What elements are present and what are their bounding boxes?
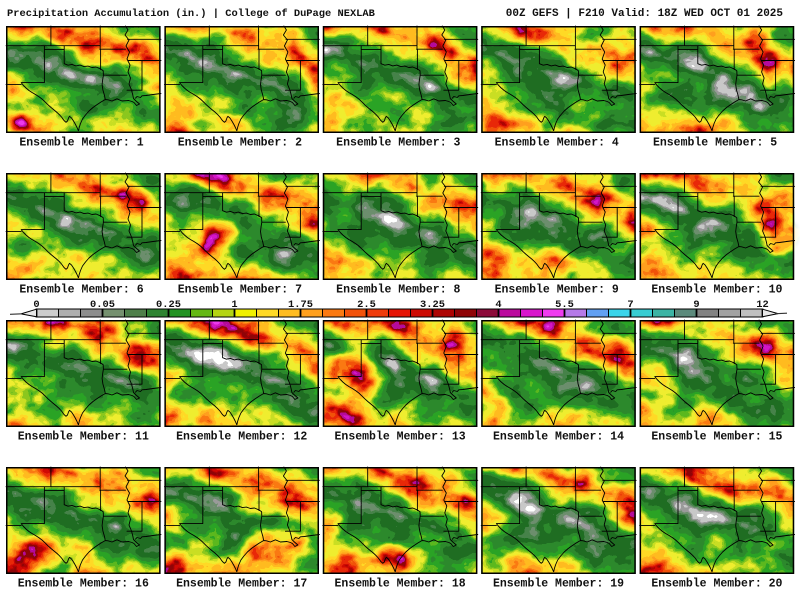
svg-text:9: 9 — [693, 299, 699, 311]
svg-text:Ensemble Member: 12: Ensemble Member: 12 — [176, 430, 307, 443]
svg-text:0.05: 0.05 — [90, 299, 115, 311]
svg-text:3.25: 3.25 — [420, 299, 445, 311]
svg-text:Ensemble Member: 9: Ensemble Member: 9 — [495, 283, 619, 296]
svg-text:00Z GEFS | F210 Valid: 18Z WED: 00Z GEFS | F210 Valid: 18Z WED OCT 01 20… — [506, 8, 784, 20]
svg-text:Ensemble Member: 4: Ensemble Member: 4 — [495, 136, 619, 149]
svg-text:4: 4 — [495, 299, 501, 311]
svg-text:7: 7 — [627, 299, 633, 311]
svg-text:Ensemble Member: 8: Ensemble Member: 8 — [336, 283, 460, 296]
svg-text:Ensemble Member: 1: Ensemble Member: 1 — [19, 136, 143, 149]
svg-text:Ensemble Member: 16: Ensemble Member: 16 — [18, 577, 149, 590]
svg-text:Ensemble Member: 14: Ensemble Member: 14 — [493, 430, 624, 443]
svg-text:Ensemble Member: 2: Ensemble Member: 2 — [178, 136, 302, 149]
svg-text:Ensemble Member: 20: Ensemble Member: 20 — [651, 577, 782, 590]
svg-text:12: 12 — [756, 299, 768, 311]
svg-text:Ensemble Member: 3: Ensemble Member: 3 — [336, 136, 460, 149]
svg-text:Ensemble Member: 17: Ensemble Member: 17 — [176, 577, 307, 590]
svg-text:2.5: 2.5 — [357, 299, 376, 311]
svg-text:1.75: 1.75 — [288, 299, 313, 311]
svg-text:Ensemble Member: 7: Ensemble Member: 7 — [178, 283, 302, 296]
svg-text:Ensemble Member: 15: Ensemble Member: 15 — [651, 430, 782, 443]
svg-text:Precipitation Accumulation (in: Precipitation Accumulation (in.) | Colle… — [7, 8, 376, 20]
svg-text:Ensemble Member: 11: Ensemble Member: 11 — [18, 430, 149, 443]
svg-text:0: 0 — [33, 299, 39, 311]
svg-text:Ensemble Member: 6: Ensemble Member: 6 — [19, 283, 143, 296]
svg-text:5.5: 5.5 — [555, 299, 574, 311]
svg-text:Ensemble Member: 13: Ensemble Member: 13 — [335, 430, 466, 443]
svg-text:Ensemble Member: 18: Ensemble Member: 18 — [335, 577, 466, 590]
svg-text:1: 1 — [231, 299, 237, 311]
svg-text:Ensemble Member: 5: Ensemble Member: 5 — [653, 136, 777, 149]
svg-text:Ensemble Member: 19: Ensemble Member: 19 — [493, 577, 624, 590]
svg-text:0.25: 0.25 — [156, 299, 181, 311]
svg-text:Ensemble Member: 10: Ensemble Member: 10 — [651, 283, 782, 296]
